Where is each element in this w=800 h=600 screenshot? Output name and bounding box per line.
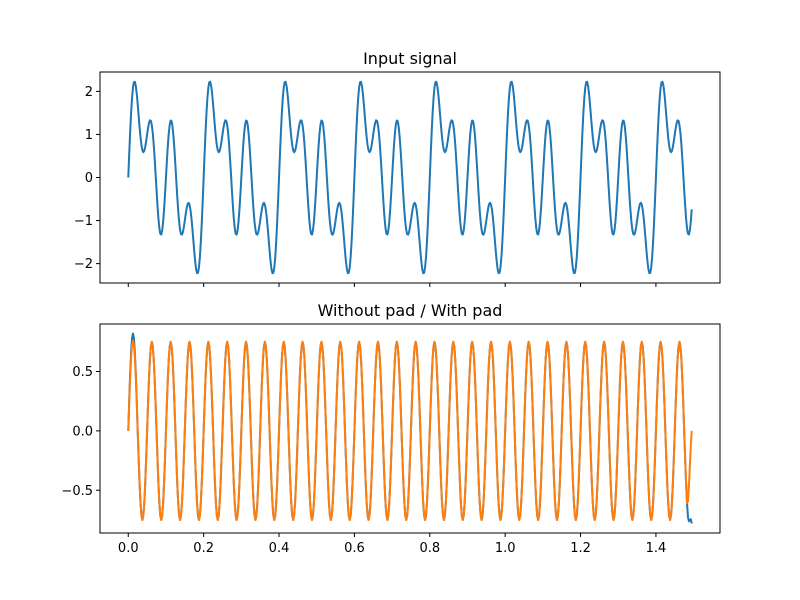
pad-comparison-title: Without pad / With pad: [318, 301, 503, 320]
y-tick-label: 2: [85, 85, 93, 100]
x-tick-label: 0.8: [419, 541, 440, 556]
pad-comparison-axes: Without pad / With pad 0.0 0.2 0.4 0.6 0.8 1.…: [61, 301, 721, 556]
x-tick-label: 0.4: [269, 541, 290, 556]
y-tick-label: 0.0: [72, 424, 93, 439]
input-signal-axes: Input signal −2 −1 0 1 2: [74, 49, 721, 287]
y-tick-label: 0: [85, 171, 93, 186]
x-tick-label: 1.2: [570, 541, 591, 556]
x-tick-label: 0.6: [344, 541, 365, 556]
x-tick-label: 1.4: [646, 541, 667, 556]
y-tick-label: 1: [85, 128, 93, 143]
series-line-0: [127, 80, 693, 275]
y-tick-label: 0.5: [72, 365, 93, 380]
y-tick-label: −2: [74, 257, 93, 272]
input-signal-title: Input signal: [363, 49, 457, 68]
x-tick-label: 0.0: [118, 541, 139, 556]
x-tick-label: 0.2: [193, 541, 214, 556]
x-tick-label: 1.0: [495, 541, 516, 556]
axes-frame: [99, 323, 721, 534]
y-tick-label: −0.5: [61, 484, 93, 499]
y-tick-label: −1: [74, 214, 93, 229]
series-line-1: [127, 339, 693, 521]
